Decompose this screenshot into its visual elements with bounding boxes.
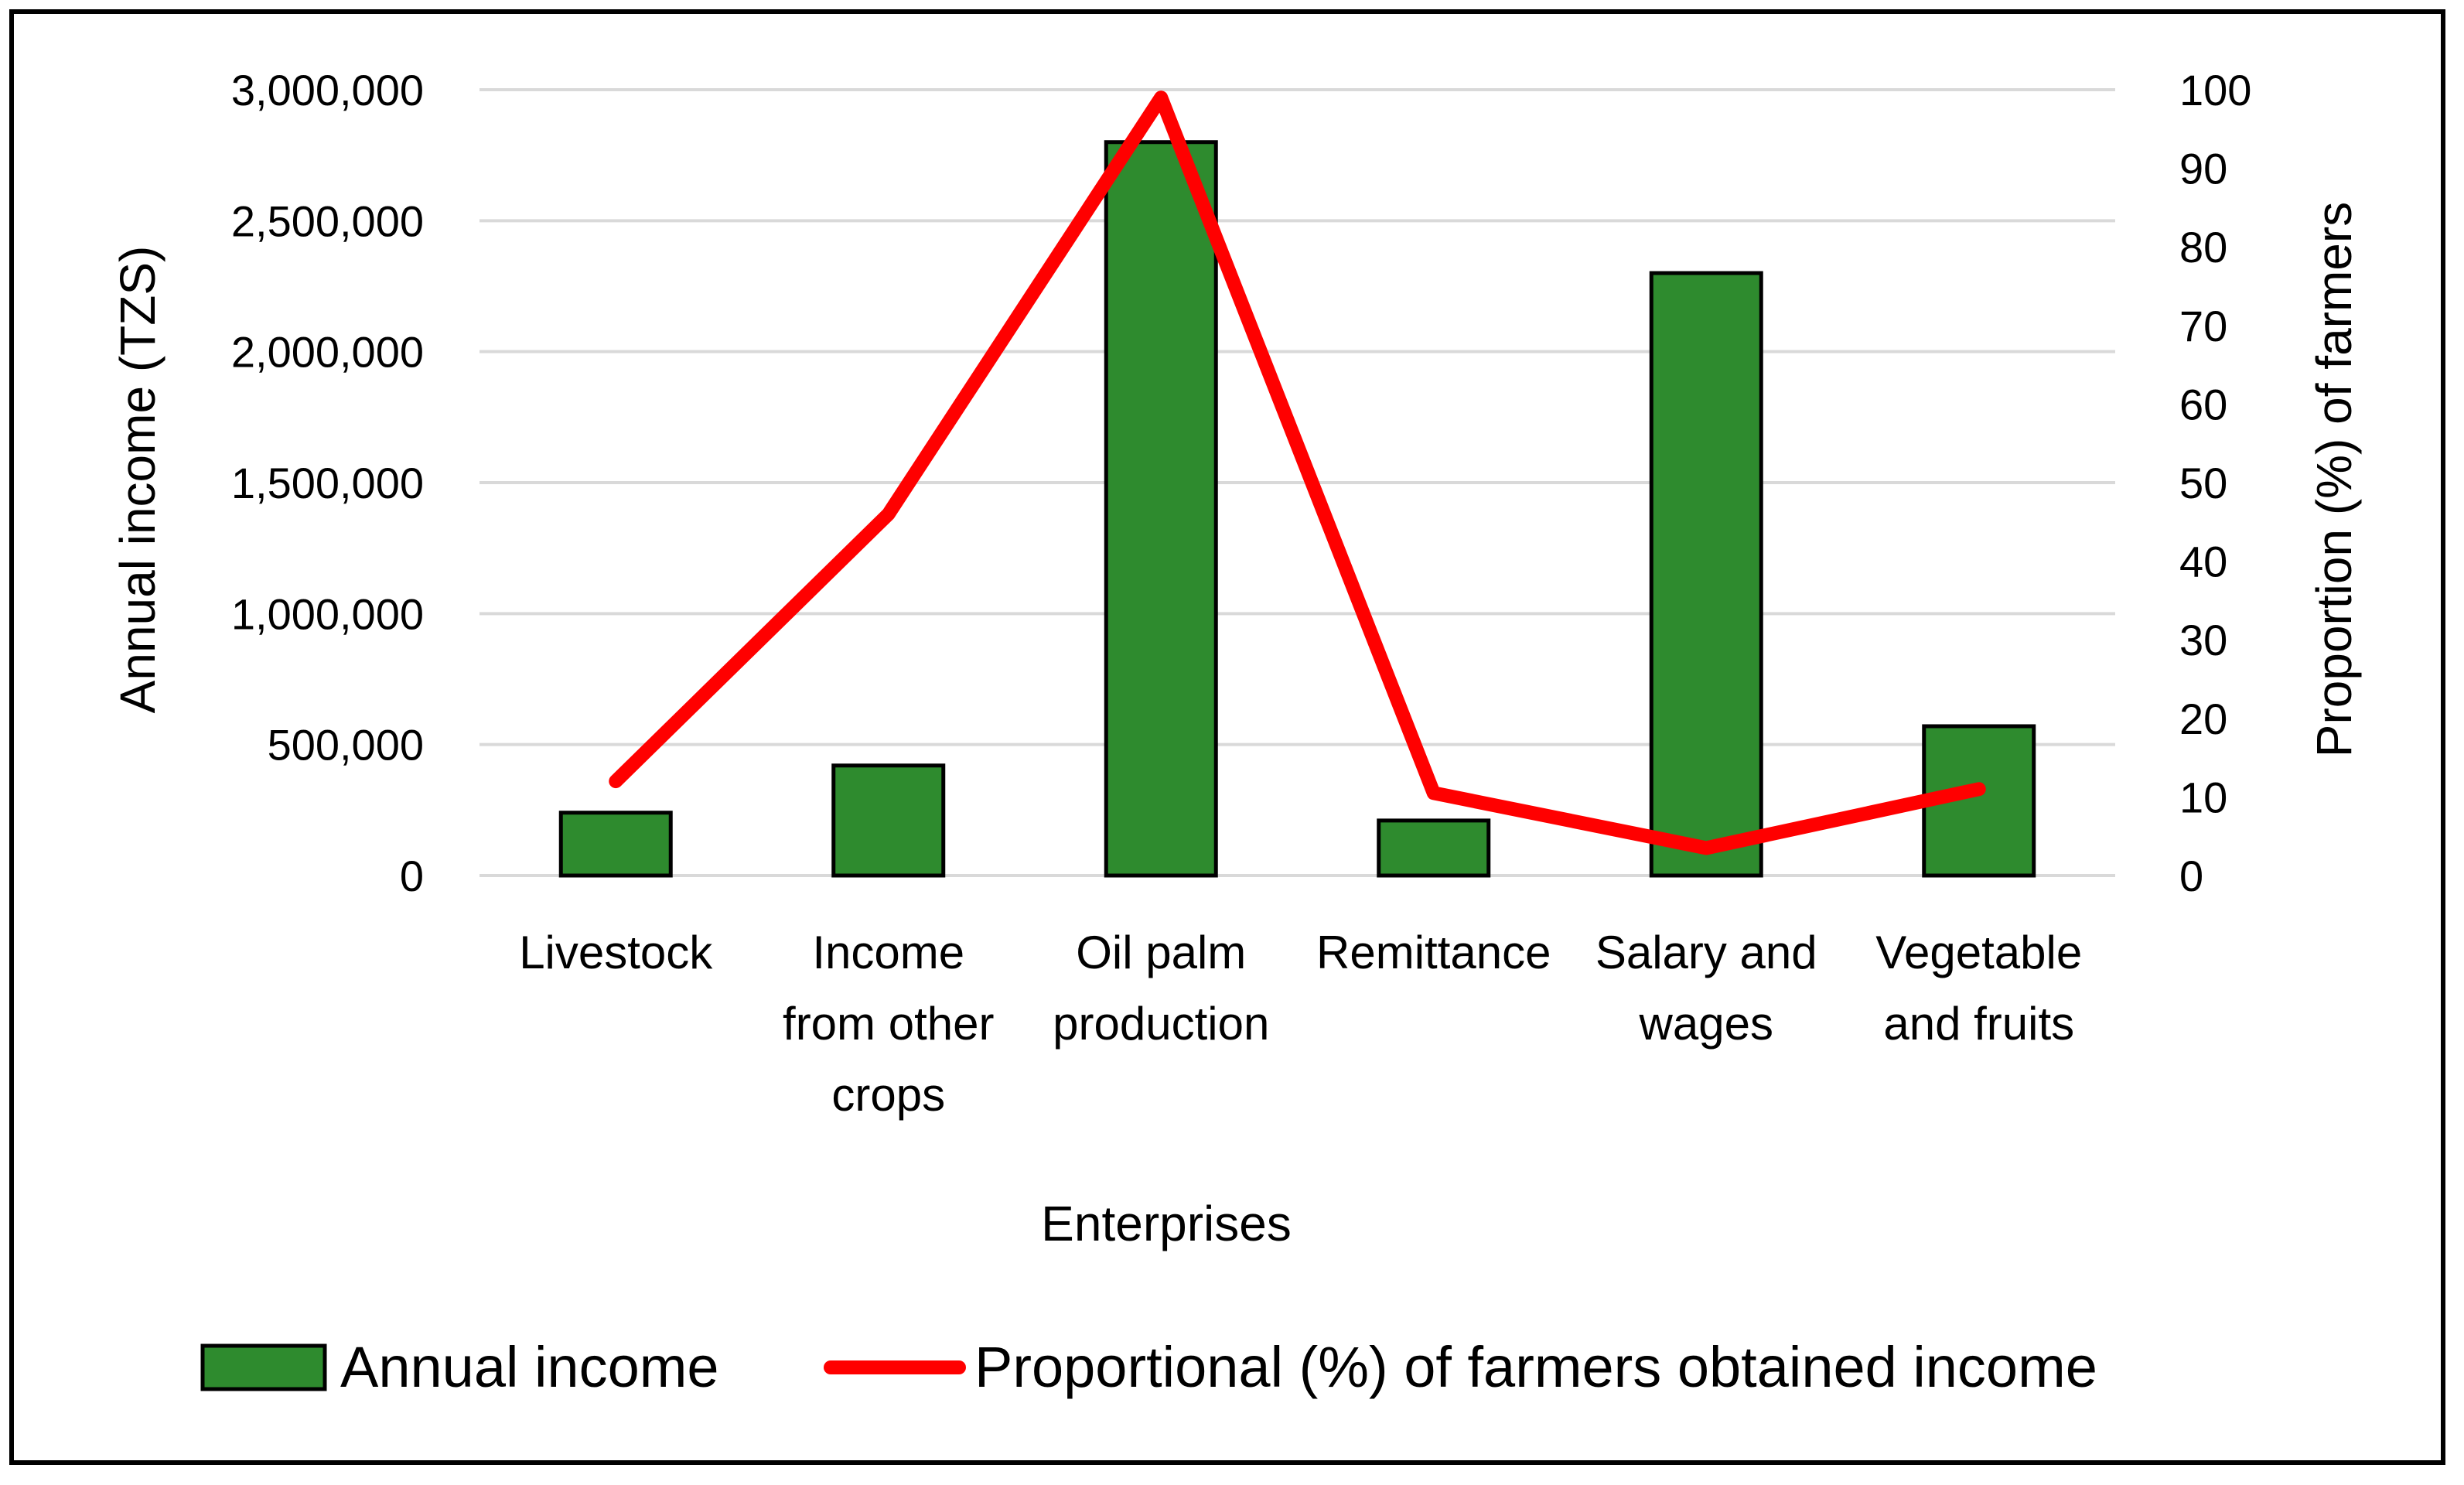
y2-tick-label: 100 (2179, 66, 2251, 114)
y2-tick-label: 0 (2179, 852, 2203, 900)
y2-tick-label: 70 (2179, 302, 2227, 350)
y2-tick-label: 90 (2179, 145, 2227, 193)
category-labels: Livestock Income from other crops Oil palm pr… (519, 927, 2082, 1121)
y2-tick-label: 20 (2179, 695, 2227, 743)
x-tick-label-line: production (1053, 998, 1269, 1050)
bars (558, 140, 2036, 878)
series-line (609, 90, 1986, 855)
y-axis-title: Annual income (TZS) (110, 246, 166, 714)
right-axis-ticks: 0 10 20 30 40 50 60 70 80 90 100 (2179, 66, 2251, 900)
y2-tick-label: 50 (2179, 459, 2227, 507)
legend: Annual income Proportional (%) of farmer… (200, 1335, 2097, 1399)
x-tick-label: Salary and wages (1595, 927, 1817, 1050)
legend-bar-swatch (200, 1343, 327, 1391)
x-tick-label: Vegetable and fruits (1875, 927, 2082, 1050)
y-tick-label: 1,500,000 (231, 459, 424, 507)
left-axis-ticks: 0 500,000 1,000,000 1,500,000 2,000,000 2,500… (231, 66, 424, 900)
y-tick-label: 500,000 (268, 721, 424, 770)
x-tick-label-line: crops (831, 1069, 945, 1121)
x-tick-label-line: Vegetable (1875, 927, 2082, 978)
x-tick-label: Oil palm production (1053, 927, 1269, 1050)
y2-tick-label: 40 (2179, 538, 2227, 586)
y2-tick-label: 10 (2179, 773, 2227, 821)
y-tick-label: 1,000,000 (231, 589, 424, 638)
legend-line-label: Proportional (%) of farmers obtained inc… (974, 1335, 2097, 1399)
bar (558, 811, 673, 878)
y-tick-label: 2,500,000 (231, 196, 424, 245)
bar (831, 763, 946, 878)
x-tick-label: Income from other crops (783, 927, 994, 1121)
y-tick-label: 3,000,000 (231, 66, 424, 114)
y2-tick-label: 60 (2179, 380, 2227, 428)
y2-axis-title: Proportion (%) of farmers (2306, 202, 2362, 757)
x-tick-label-line: Livestock (519, 927, 713, 978)
x-tick-label: Remittance (1316, 927, 1551, 978)
legend-bar-label: Annual income (340, 1335, 719, 1399)
x-tick-label-line: and fruits (1883, 998, 2074, 1050)
proportion-line (609, 90, 1986, 855)
x-tick-label-line: Income (812, 927, 964, 978)
x-tick-label-line: Salary and (1595, 927, 1817, 978)
y2-tick-label: 80 (2179, 223, 2227, 271)
x-tick-label-line: from other (783, 998, 994, 1050)
y2-tick-label: 30 (2179, 616, 2227, 664)
bar (1649, 271, 1763, 878)
bar (1377, 818, 1491, 878)
y-tick-label: 0 (400, 852, 424, 900)
x-tick-label-line: Oil palm (1076, 927, 1246, 978)
x-tick-label-line: Remittance (1316, 927, 1551, 978)
bar (1104, 140, 1218, 878)
x-tick-label: Livestock (519, 927, 713, 978)
x-axis-title: Enterprises (1041, 1196, 1292, 1251)
gridlines (479, 88, 2115, 877)
y-tick-label: 2,000,000 (231, 328, 424, 377)
x-tick-label-line: wages (1639, 998, 1773, 1050)
